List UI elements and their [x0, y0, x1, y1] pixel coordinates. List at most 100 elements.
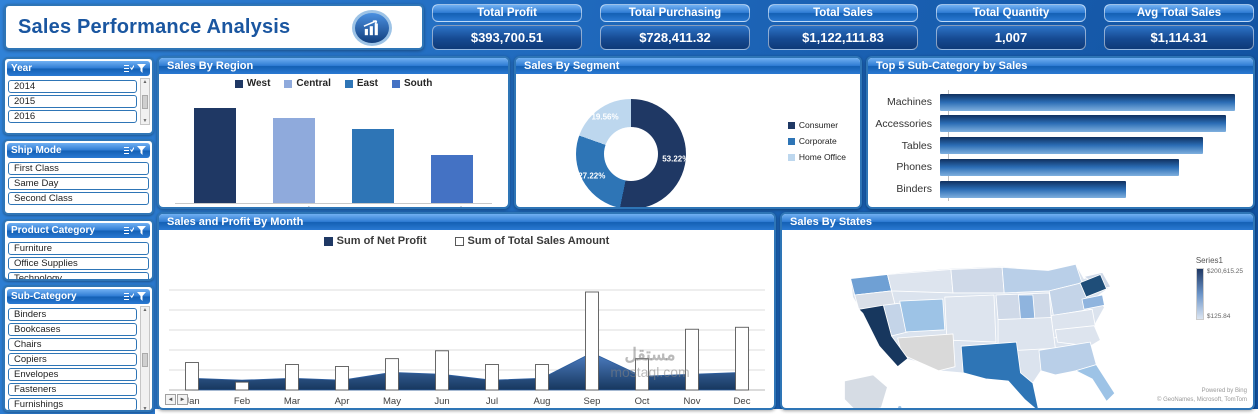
state-plains	[944, 294, 997, 343]
slicer-item[interactable]: Binders	[8, 308, 137, 321]
legend-label: Consumer	[798, 120, 839, 130]
total-sales-bar	[535, 364, 549, 391]
clear-filter-icon[interactable]	[137, 292, 146, 301]
sheet-edge	[155, 409, 1258, 414]
map-attribution: Powered by Bing © GeoNames, Microsoft, T…	[1157, 387, 1247, 406]
slice-label: 27.22%	[578, 171, 606, 181]
axis-label: Jul	[486, 396, 498, 407]
clear-filter-icon[interactable]	[137, 64, 146, 73]
clear-filter-icon[interactable]	[137, 146, 146, 155]
kpi-value: $1,114.31	[1104, 25, 1254, 50]
bar-chart-icon	[352, 10, 392, 46]
slicer-item[interactable]: Furniture	[8, 242, 149, 255]
legend-entry: Central	[284, 78, 331, 89]
category-label: Phones	[896, 161, 932, 174]
legend-swatch	[344, 79, 353, 88]
kpi-card: Total Purchasing $728,411.32	[600, 4, 750, 52]
multi-select-icon[interactable]	[124, 292, 134, 301]
slicer-item[interactable]: 2014	[8, 80, 137, 93]
slicer-item[interactable]: First Class	[8, 162, 149, 175]
chart-row: Accessories	[874, 114, 1243, 134]
scroll-thumb[interactable]	[142, 94, 148, 109]
panel-sales-by-states: Sales By States	[780, 212, 1255, 410]
slice-label: 53.22%	[662, 154, 690, 164]
scrollbar[interactable]: ▲ ▼	[140, 78, 150, 125]
legend-swatch	[234, 79, 243, 88]
slicer-item[interactable]: Same Day	[8, 177, 149, 190]
scroll-right-icon[interactable]: ►	[177, 394, 188, 405]
slicer-item[interactable]: Copiers	[8, 353, 137, 366]
multi-select-icon[interactable]	[124, 226, 134, 235]
total-sales-bar	[485, 364, 499, 391]
slicer-item[interactable]: Bookcases	[8, 323, 137, 336]
total-sales-bar	[285, 364, 299, 391]
legend-swatch	[391, 79, 400, 88]
donut-hole	[604, 127, 658, 181]
slicer-sub-category: Sub-Category Binders Bookcases Chairs Copie…	[3, 285, 154, 412]
kpi-label: Total Profit	[432, 4, 582, 22]
legend-label: South	[403, 78, 433, 89]
chart-row: Binders	[874, 179, 1243, 199]
axis-label: Sep	[584, 396, 601, 407]
axis-label: West	[185, 206, 245, 207]
total-sales-bar	[385, 358, 399, 391]
axis-label: Jun	[434, 396, 449, 407]
category-label: Binders	[896, 183, 932, 195]
axis-label: East	[343, 206, 403, 207]
state-dakotas	[950, 266, 1005, 294]
axis-label: Nov	[684, 396, 701, 407]
slicer-title: Year	[11, 63, 33, 74]
slicer-item[interactable]: Chairs	[8, 338, 137, 351]
legend-label: Home Office	[798, 152, 846, 162]
bar	[940, 137, 1203, 154]
slicer-title: Product Category	[11, 225, 95, 236]
kpi-label: Total Quantity	[936, 4, 1086, 22]
total-sales-swatch	[454, 236, 464, 246]
top5-rows: Machines Accessories Tables Phones Binders	[874, 92, 1243, 199]
monthly-svg: Jan Feb Mar Apr May Jun Jul Aug Sep Oct Nov Dec	[169, 289, 765, 407]
scroll-up-icon[interactable]: ▲	[142, 307, 148, 313]
total-sales-bar	[435, 350, 449, 391]
kpi-card: Total Sales $1,122,111.83	[768, 4, 918, 52]
state-hawaii	[905, 409, 908, 410]
total-sales-bar	[585, 291, 599, 391]
slicer-header: Ship Mode	[7, 143, 150, 158]
category-label: Tables	[901, 139, 932, 152]
map-legend: Series1 $200,615.25 $125.84	[1195, 256, 1243, 320]
slicer-item[interactable]: Second Class	[8, 192, 149, 205]
region-labels: West Central East South	[175, 206, 492, 207]
slicer-item[interactable]: 2015	[8, 95, 137, 108]
net-profit-area	[191, 352, 743, 391]
axis-label: Central	[264, 206, 324, 207]
scroll-down-icon[interactable]: ▼	[142, 118, 148, 124]
chart-hscrollbar[interactable]: ◄ ►	[165, 394, 188, 405]
scroll-up-icon[interactable]: ▲	[142, 79, 148, 85]
slicer-item[interactable]: Technology	[8, 272, 149, 279]
slicer-ship-mode: Ship Mode First Class Same Day Second Clas…	[3, 139, 154, 215]
slice-label: 19.56%	[591, 112, 619, 122]
axis-label: Aug	[534, 396, 551, 407]
clear-filter-icon[interactable]	[137, 226, 146, 235]
slicer-item[interactable]: Envelopes	[8, 368, 137, 381]
scroll-left-icon[interactable]: ◄	[165, 394, 176, 405]
multi-select-icon[interactable]	[124, 64, 134, 73]
kpi-card: Avg Total Sales $1,114.31	[1104, 4, 1254, 52]
slicer-item[interactable]: Furnishings	[8, 398, 137, 410]
slicer-title: Sub-Category	[11, 291, 77, 302]
slicer-item[interactable]: Office Supplies	[8, 257, 149, 270]
legend-swatch	[787, 153, 795, 161]
slicer-item[interactable]: 2016	[8, 110, 137, 123]
legend-entry: West	[234, 78, 270, 89]
state-texas	[960, 341, 1039, 408]
scrollbar[interactable]: ▲ ▼	[140, 306, 150, 412]
multi-select-icon[interactable]	[124, 146, 134, 155]
axis-label: South	[422, 206, 482, 207]
axis-label: Mar	[284, 396, 300, 407]
region-chart: West Central East South	[175, 108, 492, 207]
legend-swatch	[787, 121, 795, 129]
scroll-down-icon[interactable]: ▼	[142, 406, 148, 412]
kpi-label: Total Sales	[768, 4, 918, 22]
category-label: Machines	[887, 96, 932, 108]
scroll-thumb[interactable]	[142, 352, 148, 367]
slicer-item[interactable]: Fasteners	[8, 383, 137, 396]
